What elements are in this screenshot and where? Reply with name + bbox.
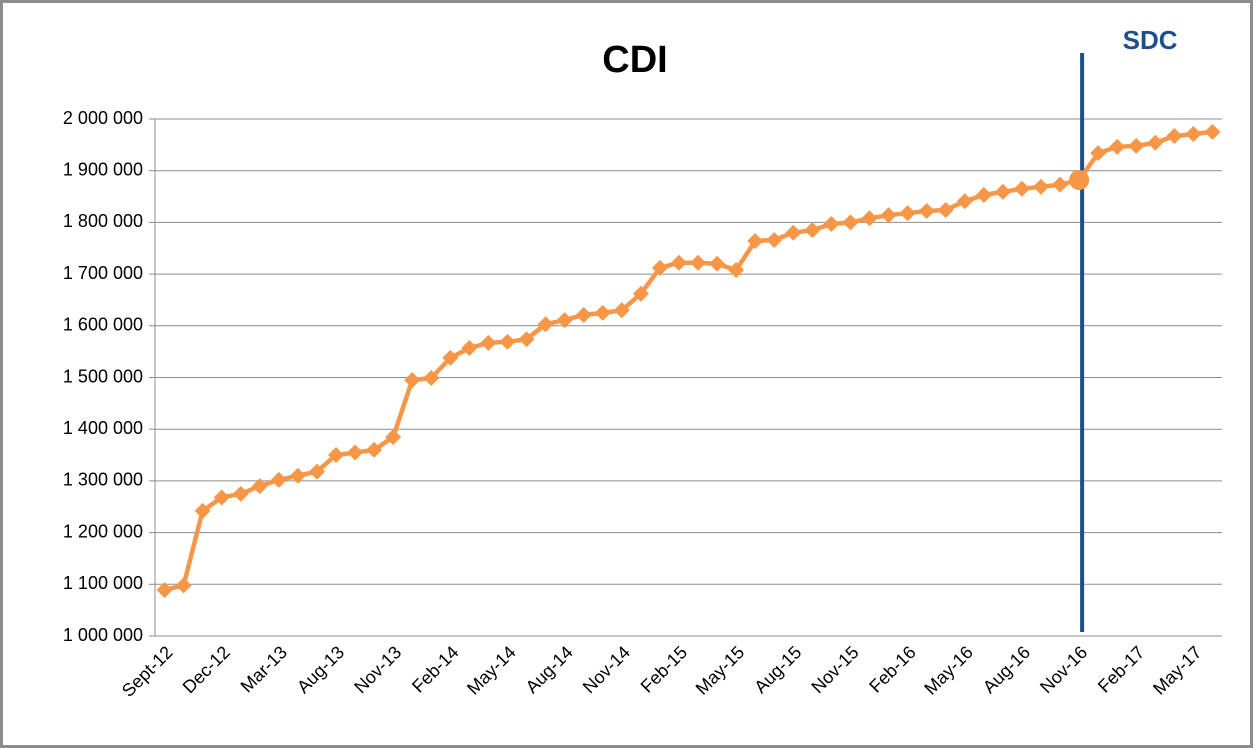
marker: [785, 224, 802, 241]
marker: [1204, 123, 1221, 140]
marker: [613, 302, 630, 319]
marker: [1147, 134, 1164, 151]
marker: [709, 255, 726, 272]
highlight-marker: [1069, 170, 1090, 191]
marker: [404, 372, 421, 389]
marker: [213, 489, 230, 506]
marker: [308, 463, 325, 480]
chart-title: CDI: [602, 39, 667, 81]
marker: [747, 233, 764, 250]
y-tick-label: 1 400 000: [63, 418, 143, 438]
marker: [423, 370, 440, 387]
marker: [232, 485, 249, 502]
marker: [537, 316, 554, 333]
marker: [1032, 178, 1049, 195]
marker: [918, 203, 935, 220]
marker: [461, 340, 478, 357]
marker: [956, 193, 973, 210]
y-tick-label: 1 500 000: [63, 366, 143, 386]
marker: [366, 441, 383, 458]
marker: [556, 312, 573, 329]
marker: [880, 207, 897, 224]
marker: [823, 215, 840, 232]
marker: [156, 581, 173, 598]
marker: [1166, 128, 1183, 145]
y-tick-label: 1 800 000: [63, 211, 143, 231]
marker: [1052, 176, 1069, 193]
marker: [575, 306, 592, 323]
marker: [842, 214, 859, 231]
y-tick-label: 1 600 000: [63, 315, 143, 335]
marker: [632, 285, 649, 302]
marker: [937, 201, 954, 218]
marker: [175, 577, 192, 594]
marker: [270, 471, 287, 488]
y-tick-label: 1 900 000: [63, 159, 143, 179]
marker: [194, 502, 211, 519]
marker: [670, 254, 687, 271]
marker: [690, 254, 707, 271]
marker: [766, 231, 783, 248]
marker: [518, 331, 535, 348]
marker: [1013, 180, 1030, 197]
marker: [385, 428, 402, 445]
marker: [289, 467, 306, 484]
marker: [347, 444, 364, 461]
y-tick-label: 1 300 000: [63, 470, 143, 490]
marker: [651, 259, 668, 276]
y-tick-label: 1 000 000: [63, 625, 143, 645]
y-tick-label: 1 100 000: [63, 573, 143, 593]
marker: [594, 304, 611, 321]
marker: [728, 261, 745, 278]
marker: [994, 183, 1011, 200]
marker: [499, 333, 516, 350]
annotation-label: SDC: [1123, 25, 1178, 55]
marker: [480, 334, 497, 351]
marker: [251, 478, 268, 495]
marker: [1185, 125, 1202, 142]
marker: [1090, 145, 1107, 162]
marker: [899, 205, 916, 222]
marker: [442, 349, 459, 366]
y-tick-label: 1 700 000: [63, 263, 143, 283]
marker: [861, 210, 878, 227]
marker: [1109, 138, 1126, 155]
marker: [1128, 137, 1145, 154]
y-tick-label: 1 200 000: [63, 521, 143, 541]
marker: [328, 447, 345, 464]
marker: [975, 186, 992, 203]
marker: [804, 222, 821, 239]
y-tick-label: 2 000 000: [63, 108, 143, 128]
